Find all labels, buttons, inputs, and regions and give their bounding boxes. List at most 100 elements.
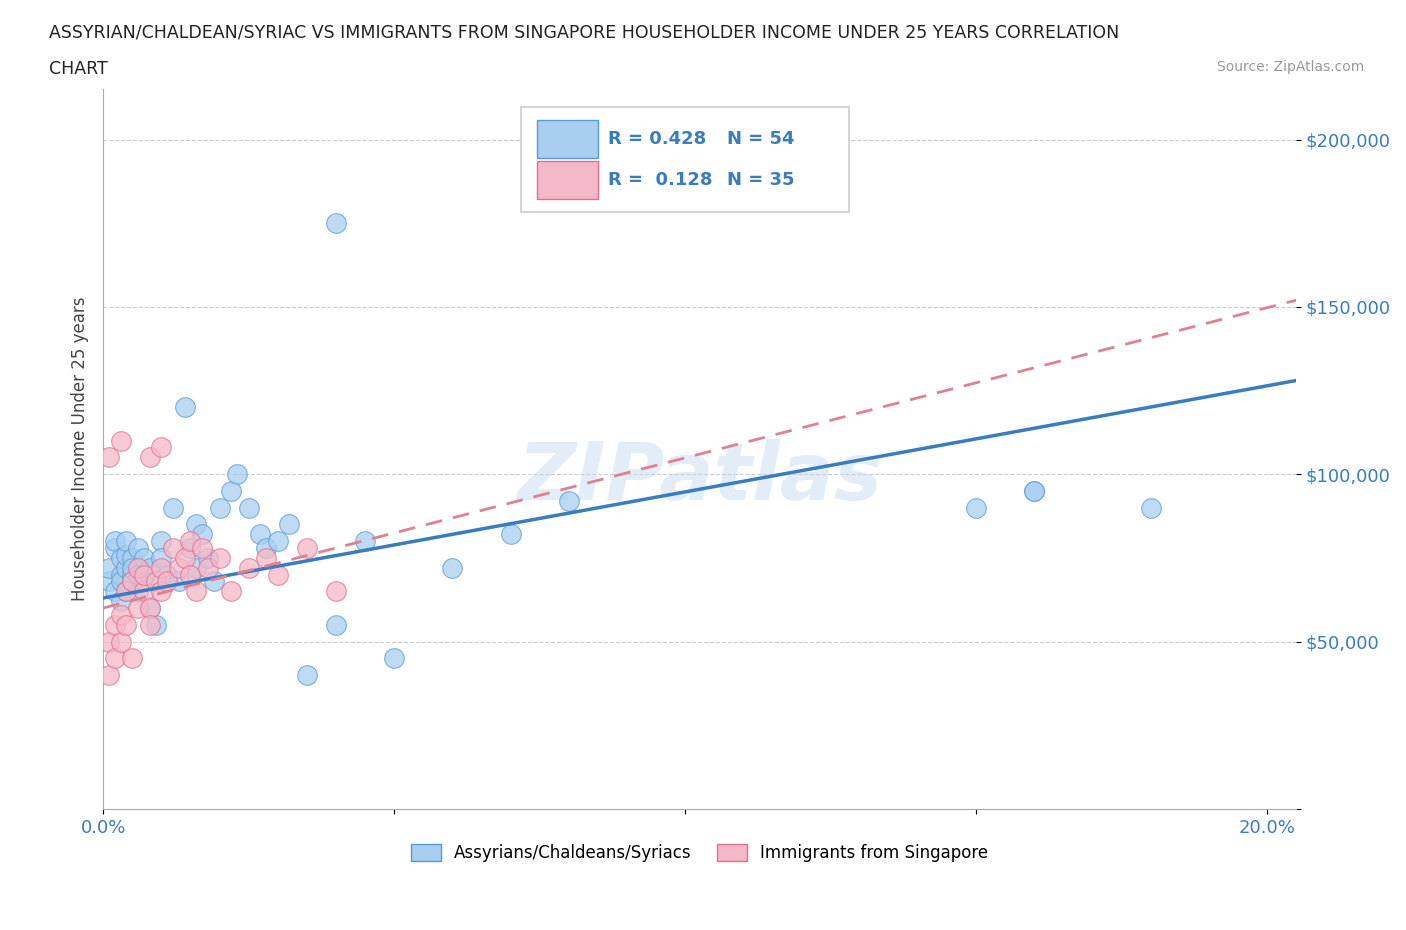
Point [156,567,179,582]
Point [121,574,143,589]
Point [254,551,277,565]
Point [238,500,260,515]
Point [121,574,143,589]
Point [145,574,167,589]
Point [97,574,120,589]
Point [138,601,160,616]
Point [127,540,149,555]
Point [173,400,195,415]
Point [441,561,464,576]
Point [121,561,143,576]
Point [132,584,155,599]
Legend: Assyrians/Chaldeans/Syriacs, Immigrants from Singapore: Assyrians/Chaldeans/Syriacs, Immigrants … [405,837,995,869]
Point [226,467,249,482]
Point [97,634,120,649]
Point [150,534,173,549]
Text: R = 0.428: R = 0.428 [607,130,706,148]
Point [104,618,127,632]
Text: N = 35: N = 35 [727,171,794,189]
Point [110,634,132,649]
Point [127,601,149,616]
Point [121,551,143,565]
Point [557,494,579,509]
Point [138,450,160,465]
Point [110,567,132,582]
Point [110,574,132,589]
Point [121,651,143,666]
Point [208,500,231,515]
Point [150,551,173,565]
Point [197,561,219,576]
Point [197,551,219,565]
Point [267,534,290,549]
Text: Source: ZipAtlas.com: Source: ZipAtlas.com [1216,60,1364,74]
Point [150,561,173,576]
Point [499,527,522,542]
Point [110,607,132,622]
Point [145,618,167,632]
Point [115,618,138,632]
Point [382,651,405,666]
Point [138,618,160,632]
Point [354,534,377,549]
Point [965,500,987,515]
Point [127,584,149,599]
Point [110,551,132,565]
Point [186,561,208,576]
Point [138,561,160,576]
Point [162,500,184,515]
FancyBboxPatch shape [537,161,598,199]
Point [186,584,208,599]
Point [167,561,190,576]
Point [1024,484,1046,498]
Point [138,601,160,616]
Point [219,484,242,498]
FancyBboxPatch shape [537,120,598,158]
Point [267,567,290,582]
Point [167,574,190,589]
Point [104,540,127,555]
Point [173,551,195,565]
Point [295,540,318,555]
FancyBboxPatch shape [520,107,849,212]
Point [1139,500,1161,515]
Point [115,584,138,599]
Point [219,584,242,599]
Point [202,574,225,589]
Point [254,540,277,555]
Point [104,651,127,666]
Point [121,567,143,582]
Point [110,594,132,609]
Point [249,527,271,542]
Point [115,561,138,576]
Point [162,540,184,555]
Point [191,540,214,555]
Point [104,584,127,599]
Text: N = 54: N = 54 [727,130,794,148]
Point [295,668,318,683]
Point [156,574,179,589]
Point [115,547,138,562]
Point [132,574,155,589]
Text: ZIPatlas: ZIPatlas [517,439,882,517]
Text: CHART: CHART [49,60,108,78]
Point [97,668,120,683]
Point [132,567,155,582]
Point [325,618,347,632]
Point [179,534,201,549]
Point [325,216,347,231]
Point [110,433,132,448]
Point [179,540,201,555]
Point [97,450,120,465]
Point [104,534,127,549]
Point [115,534,138,549]
Point [1024,484,1046,498]
Point [278,517,301,532]
Point [325,584,347,599]
Point [150,440,173,455]
Point [97,561,120,576]
Point [132,551,155,565]
Point [179,567,201,582]
Text: ASSYRIAN/CHALDEAN/SYRIAC VS IMMIGRANTS FROM SINGAPORE HOUSEHOLDER INCOME UNDER 2: ASSYRIAN/CHALDEAN/SYRIAC VS IMMIGRANTS F… [49,23,1119,41]
Point [191,527,214,542]
